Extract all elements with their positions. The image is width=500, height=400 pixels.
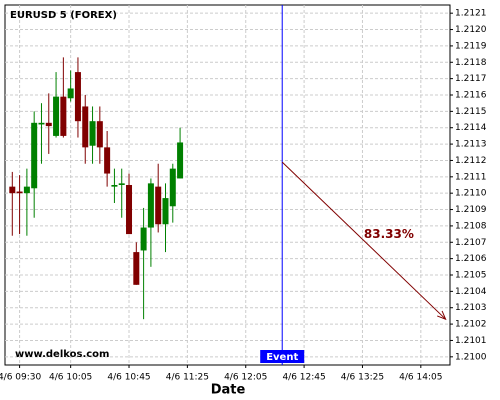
y-tick-label: 1.2100 [455, 352, 487, 362]
chart-title: EURUSD 5 (FOREX) [10, 10, 117, 21]
x-tick-label: 4/6 14:05 [399, 373, 442, 383]
y-tick-label: 1.2110 [455, 189, 487, 199]
y-tick-label: 1.2119 [455, 41, 487, 51]
candle-body [177, 142, 184, 179]
x-tick-label: 4/6 12:05 [224, 373, 267, 383]
y-tick-label: 1.2109 [455, 205, 487, 215]
x-tick-label: 4/6 13:25 [341, 373, 384, 383]
y-tick-label: 1.2107 [455, 238, 487, 248]
candle-body [169, 168, 176, 207]
candle-body [31, 122, 38, 189]
candle-body [53, 96, 60, 136]
y-tick-label: 1.2104 [455, 287, 487, 297]
y-tick-label: 1.2102 [455, 320, 487, 330]
x-tick-label: 4/6 10:45 [107, 373, 150, 383]
candle-body [89, 121, 96, 146]
x-axis-label: Date [211, 383, 246, 398]
plot-area [4, 4, 451, 366]
projection-arrow [281, 161, 446, 320]
y-tick-label: 1.2103 [455, 303, 487, 313]
arrow-head [437, 310, 447, 321]
y-tick-label: 1.2118 [455, 58, 487, 68]
candle-body [45, 122, 52, 127]
x-tick-label: 4/6 12:45 [282, 373, 325, 383]
candle-body [111, 185, 118, 187]
candle-body [155, 186, 162, 225]
y-tick-label: 1.2105 [455, 271, 487, 281]
candle-body [162, 198, 169, 225]
y-tick-label: 1.2114 [455, 123, 487, 133]
candle-body [118, 183, 125, 185]
y-tick-label: 1.2113 [455, 140, 487, 150]
candle-body [104, 147, 111, 174]
candle-body [60, 96, 67, 136]
candle-body [67, 88, 74, 99]
candle-body [133, 252, 140, 285]
x-tick-label: 4/6 11:25 [166, 373, 209, 383]
event-label: Event [266, 352, 298, 363]
y-tick-label: 1.2121 [455, 9, 487, 19]
y-tick-label: 1.2116 [455, 91, 487, 101]
y-tick-label: 1.2106 [455, 254, 487, 264]
y-tick-label: 1.2111 [455, 172, 487, 182]
candle-body [96, 121, 103, 148]
candle-body [74, 72, 81, 122]
y-tick-label: 1.2108 [455, 221, 487, 231]
candle-body [82, 106, 89, 148]
candle-body [9, 186, 16, 194]
candle-body [16, 191, 23, 194]
candle-body [126, 185, 133, 235]
candle-body [147, 183, 154, 228]
y-tick-label: 1.2120 [455, 25, 487, 35]
x-tick-label: 4/6 09:30 [0, 373, 41, 383]
watermark: www.delkos.com [15, 349, 109, 360]
y-tick-label: 1.2115 [455, 107, 487, 117]
x-tick-label: 4/6 10:05 [49, 373, 92, 383]
projection-label: 83.33% [364, 227, 414, 241]
y-tick-label: 1.2112 [455, 156, 487, 166]
event-label-box [260, 350, 305, 363]
y-tick-label: 1.2101 [455, 336, 487, 346]
candle-body [140, 227, 147, 251]
y-tick-label: 1.2117 [455, 74, 487, 84]
candle-body [23, 186, 30, 194]
candle-body [38, 122, 45, 125]
